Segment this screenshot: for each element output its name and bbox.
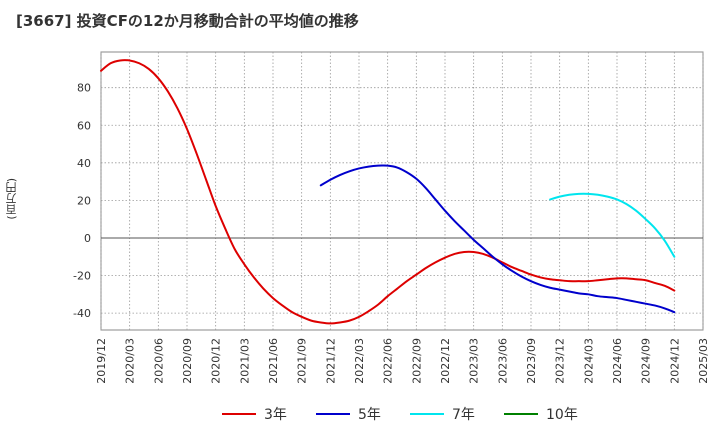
x-tick-label: 2022/09	[410, 338, 423, 384]
y-tick-label: -40	[73, 307, 91, 320]
y-tick-label: 80	[77, 82, 91, 95]
x-tick-label: 2022/03	[353, 338, 366, 384]
y-tick-label: -20	[73, 270, 91, 283]
x-tick-labels: 2019/12 2020/03 2020/06 2020/09 2020/12 2021/…	[95, 338, 710, 384]
legend-label-3: 10年	[546, 407, 578, 423]
grid-lines	[100, 52, 704, 330]
x-tick-label: 2020/03	[124, 338, 137, 384]
legend: 3年 5年 7年 10年	[222, 407, 578, 423]
x-tick-label: 2022/06	[382, 338, 395, 384]
series-lines	[100, 59, 676, 325]
x-tick-label: 2022/12	[439, 338, 452, 384]
legend-label-0: 3年	[264, 407, 287, 423]
x-tick-label: 2024/03	[582, 338, 595, 384]
x-tick-label: 2023/12	[554, 338, 567, 384]
x-tick-label: 2021/09	[296, 338, 309, 384]
x-tick-label: 2025/03	[697, 338, 710, 384]
legend-label-1: 5年	[358, 407, 381, 423]
y-tick-label: 60	[77, 119, 91, 132]
x-tick-label: 2021/12	[324, 338, 337, 384]
x-tick-label: 2021/06	[267, 338, 280, 384]
y-tick-label: 20	[77, 194, 91, 207]
series-line-0	[100, 59, 676, 325]
legend-label-2: 7年	[452, 407, 475, 423]
x-tick-label: 2021/03	[238, 338, 251, 384]
series-line-1	[319, 164, 676, 314]
x-tick-label: 2020/06	[152, 338, 165, 384]
y-tick-label: 0	[84, 232, 91, 245]
x-tick-label: 2023/09	[525, 338, 538, 384]
x-tick-label: 2023/06	[496, 338, 509, 384]
x-tick-label: 2023/03	[468, 338, 481, 384]
plot-area	[100, 51, 704, 331]
x-tick-label: 2024/06	[611, 338, 624, 384]
x-tick-label: 2024/12	[668, 338, 681, 384]
series-line-2	[549, 192, 676, 258]
chart-title: [3667] 投資CFの12か月移動合計の平均値の推移	[16, 12, 359, 30]
x-tick-label: 2019/12	[95, 338, 108, 384]
x-tick-label: 2024/09	[640, 338, 653, 384]
x-tick-label: 2020/09	[181, 338, 194, 384]
x-tick-label: 2020/12	[210, 338, 223, 384]
y-tick-labels: -40 -20 0 20 40 60 80	[73, 82, 91, 320]
y-tick-label: 40	[77, 157, 91, 170]
